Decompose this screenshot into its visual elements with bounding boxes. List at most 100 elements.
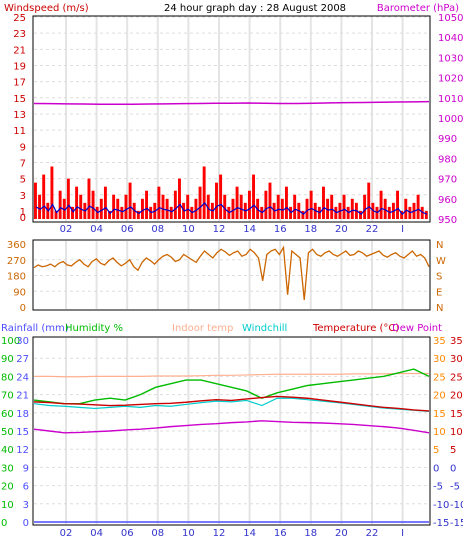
rain-tick-label: 9 [23,463,29,474]
wind-gust-bar [165,198,169,219]
wind-gust-bar [280,198,284,219]
wind-gust-bar [173,190,177,219]
wind-gust-bar [359,210,362,219]
wind-gust-bar [124,194,128,219]
temp-tick-label-right: 35 [450,336,463,347]
wind-gust-bar [87,178,91,219]
temp-tick-label-left: 25 [433,372,446,383]
wind-gust-bar [322,186,325,219]
temp-tick-label-left: 0 [433,463,439,474]
temp-tick-label-right: 30 [450,354,463,365]
baro-tick-label: 1010 [438,94,463,105]
wind-gust-bar [231,198,235,219]
wind-gust-bar [91,190,95,219]
wind-gust-bar [161,194,165,219]
wind-gust-bar [276,194,280,219]
temp-tick-label-left: 5 [433,445,439,456]
humidity-tick-label: 70 [1,391,14,402]
temp-panel-frame [32,336,431,526]
wind-gust-bar [363,194,367,219]
barometer-line [33,100,430,106]
temp-tick-label-right: 10 [450,427,463,438]
humidity-tick-label: 100 [1,336,20,347]
baro-tick-label: 1030 [438,53,463,64]
direction-panel-frame [32,239,431,311]
humidity-tick-label: 80 [1,372,14,383]
wind-x-tick-label: 20 [335,224,348,235]
wind-gust-bar [350,198,354,219]
wind-gust-bar [149,206,153,219]
rain-tick-label: 6 [23,482,29,493]
wind-gust-bar [420,206,424,219]
direction-plot [33,245,430,301]
wind-x-tick-label: 22 [366,224,379,235]
wind-tick-label: 9 [20,142,26,153]
wind-gust-bar [424,210,428,219]
wind-x-tick-label: 06 [121,224,134,235]
temp-x-tick-label: 04 [90,528,103,539]
rain-tick-label: 21 [16,391,29,402]
direction-compass-label: W [436,256,446,267]
rain-tick-label: 15 [16,427,29,438]
temp-x-tick-label: I [401,528,404,539]
temp-x-tick-label: 14 [243,528,256,539]
humidity-tick-label: 10 [1,500,14,511]
windchill-line [33,397,430,412]
wind-gust-bar [62,198,66,219]
temp-tick-label-left: -15 [433,518,449,529]
wind-gust-bar [260,206,264,219]
wind-gust-bar [293,194,297,219]
wind-gust-bar [416,194,420,219]
wind-tick-label: 13 [13,110,26,121]
wind-tick-label: 15 [13,94,26,105]
wind-tick-label: 23 [13,29,26,40]
wind-gust-bar [396,190,399,219]
rain-tick-label: 0 [23,518,29,529]
humidity-tick-label: 20 [1,482,14,493]
wind-gust-bar [239,194,243,219]
wind-gust-bar [79,194,83,219]
wind-gust-bar [169,206,173,219]
barometer-label: Barometer (hPa) [377,3,459,14]
wind-gust-bar [408,206,412,219]
baro-tick-label: 980 [438,154,457,165]
direction-line [33,245,430,301]
wind-tick-label: 7 [20,158,26,169]
axis-ticks: 2523211917151311975310105010401030102010… [1,13,463,539]
temp-x-tick-label: 16 [274,528,287,539]
wind-gust-bar [247,190,251,219]
wind-gust-bar [301,210,305,219]
wind-gust-bar [71,206,74,219]
indoor-temp-line [34,372,429,378]
wind-gust-bar [252,174,255,219]
temp-x-tick-label: 08 [151,528,164,539]
wind-gust-bar [54,210,58,219]
wind-x-tick-label: 04 [90,224,103,235]
rain-tick-label: 3 [23,500,29,511]
wind-gust-bar [235,186,239,219]
wind-gust-bar [305,198,309,219]
humidity-tick-label: 40 [1,445,14,456]
wind-gust-bar [108,210,111,219]
baro-tick-label: 1040 [438,33,463,44]
wind-x-tick-label: 02 [60,224,73,235]
legend-windchill: Windchill [242,323,287,334]
legend-humidity: Humidity % [65,323,123,334]
wind-gust-bar [50,166,54,219]
direction-compass-label: S [436,272,442,283]
temp-x-tick-label: 02 [60,528,73,539]
wind-gust-bar [198,186,202,219]
baro-tick-label: 1000 [438,114,463,125]
wind-gust-bar [334,206,338,219]
graph-title: 24 hour graph day : 28 August 2008 [164,3,346,14]
humidity-line [33,368,430,405]
wind-gust-bar [136,210,140,219]
temp-tick-label-right: -15 [450,518,463,529]
wind-tick-label: 21 [13,45,26,56]
wind-gust-bar [268,182,272,219]
direction-compass-label: N [436,303,443,314]
wind-gust-bar [103,186,107,219]
wind-gust-bar [95,206,99,219]
direction-compass-label: N [436,240,443,251]
